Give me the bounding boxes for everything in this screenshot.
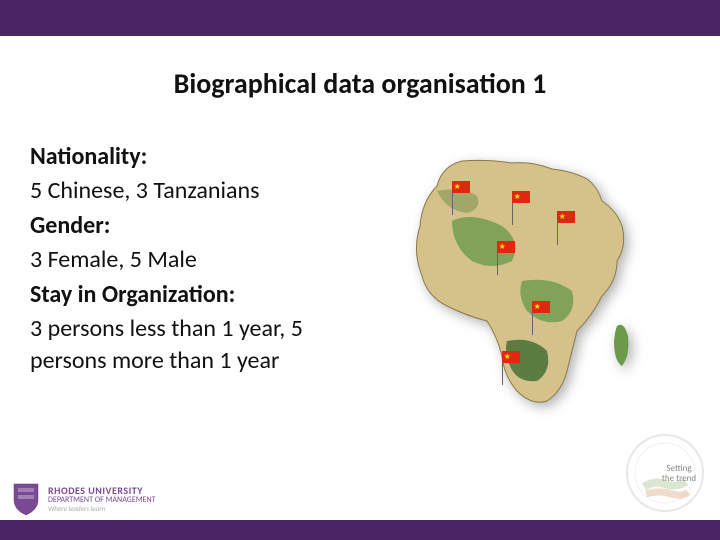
gender-label: Gender: (30, 210, 373, 242)
gender-value: 3 Female, 5 Male (30, 244, 373, 276)
africa-map-image (392, 141, 672, 421)
shield-icon (12, 482, 40, 516)
nationality-label: Nationality: (30, 141, 373, 173)
footer-logo: RHODES UNIVERSITY DEPARTMENT OF MANAGEME… (12, 482, 156, 516)
nationality-value: 5 Chinese, 3 Tanzanians (30, 175, 373, 207)
text-column: Nationality: 5 Chinese, 3 Tanzanians Gen… (30, 141, 373, 421)
china-flag-icon (502, 351, 520, 363)
top-bar (0, 0, 720, 36)
china-flag-icon (512, 191, 530, 203)
slide-title: Biographical data organisation 1 (0, 66, 720, 101)
stay-label: Stay in Organization: (30, 279, 373, 311)
content-area: Nationality: 5 Chinese, 3 Tanzanians Gen… (0, 101, 720, 421)
bottom-bar (0, 520, 720, 540)
china-flag-icon (532, 301, 550, 313)
image-column (373, 141, 690, 421)
china-flag-icon (452, 181, 470, 193)
stay-value: 3 persons less than 1 year, 5 persons mo… (30, 313, 373, 378)
badge-line2: the trend (662, 473, 696, 484)
china-flag-icon (557, 211, 575, 223)
badge-text: Setting the trend (654, 464, 704, 484)
tagline: Where leaders learn (48, 505, 156, 513)
china-flag-icon (497, 241, 515, 253)
logo-text: RHODES UNIVERSITY DEPARTMENT OF MANAGEME… (48, 485, 156, 512)
